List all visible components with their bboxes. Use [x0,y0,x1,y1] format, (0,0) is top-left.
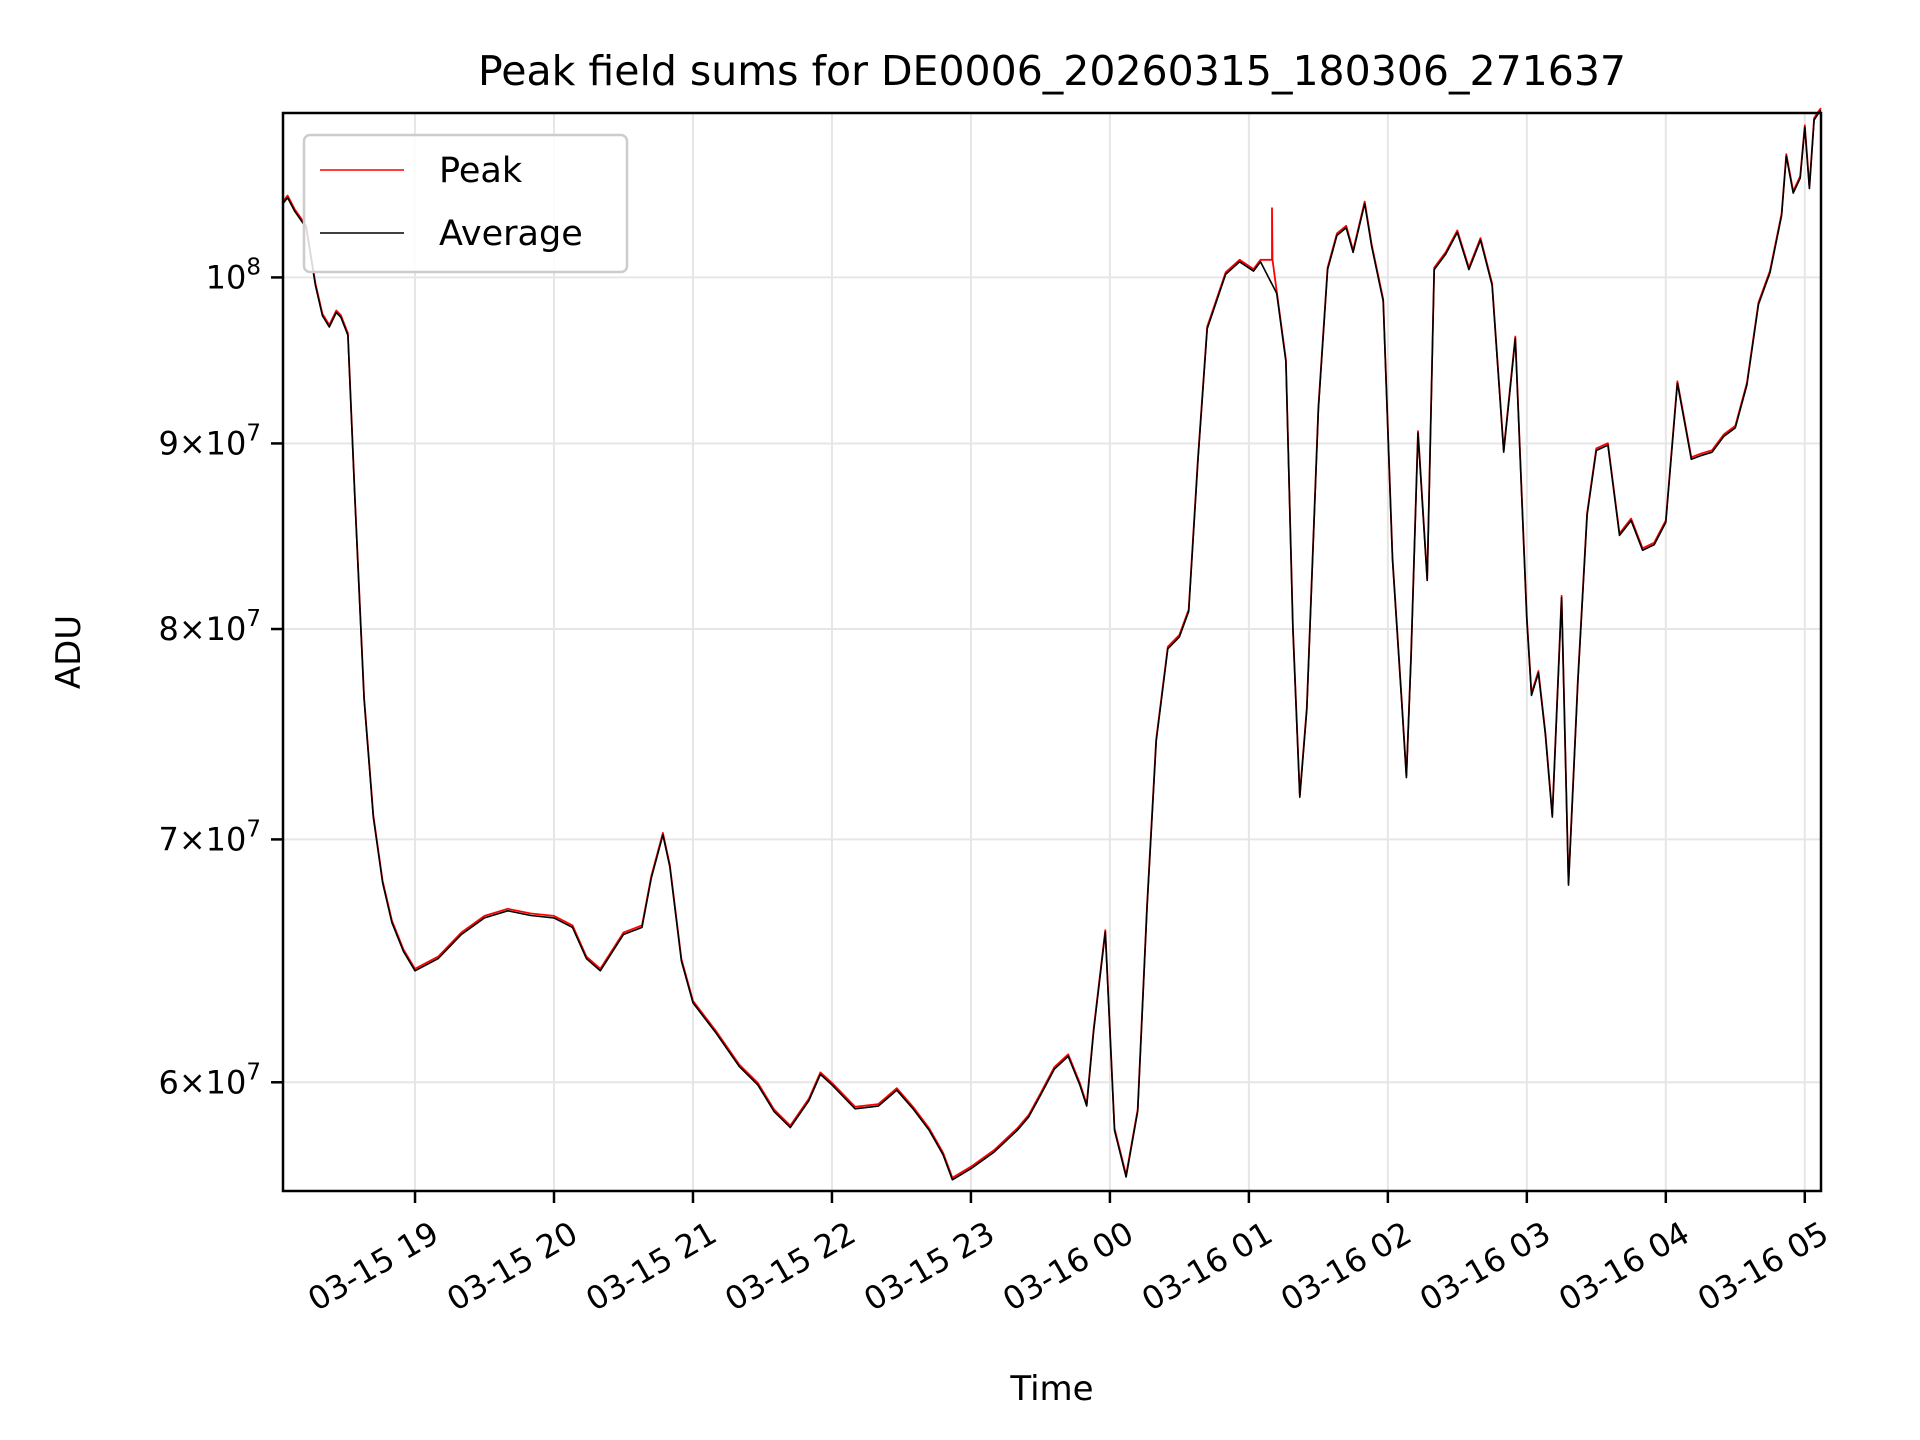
y-tick-label: 9×107 [158,420,261,462]
series-line-average [282,109,1822,1181]
y-axis-ticks: 108 9×107 8×107 7×107 6×107 [158,254,283,1101]
y-axis-label: ADU [49,615,89,689]
y-tick-label: 108 [206,254,261,296]
grid-lines [283,113,1821,1191]
legend-label-peak: Peak [439,151,523,191]
x-axis-label: Time [1009,1369,1093,1409]
y-tick-label: 8×107 [158,606,261,648]
series-lines [282,107,1822,1181]
legend-label-average: Average [439,214,583,254]
chart-title: Peak field sums for DE0006_20260315_1803… [478,47,1626,95]
y-tick-label: 7×107 [158,816,261,858]
y-tick-label: 6×107 [158,1059,261,1101]
plot-frame [281,111,1823,1193]
legend: Peak Average [302,133,629,274]
